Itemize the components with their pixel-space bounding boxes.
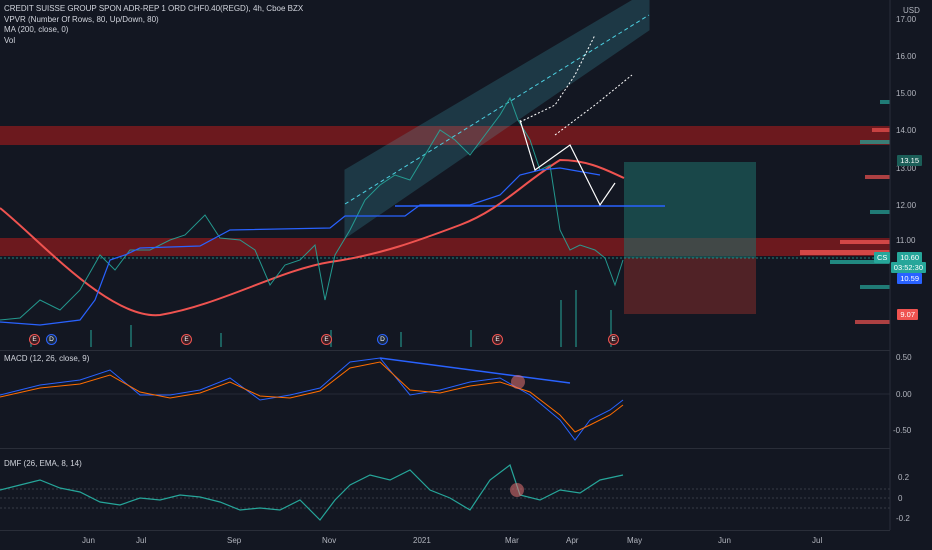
time-label: Apr <box>566 536 579 545</box>
cs-badge: CS <box>874 252 891 263</box>
pane-separator-macd[interactable] <box>0 350 890 351</box>
earnings-event-icon[interactable]: E <box>608 334 619 345</box>
current-price-tag: 10.60 <box>897 252 922 263</box>
dmf-tick: -0.2 <box>896 514 910 523</box>
earnings-event-icon[interactable]: E <box>181 334 192 345</box>
price-tick: 11.00 <box>896 236 916 245</box>
price-tick: 14.00 <box>896 126 917 135</box>
price-tick: 13.00 <box>896 164 917 173</box>
macd-line <box>0 357 624 441</box>
macd-tick: -0.50 <box>893 426 912 435</box>
dmf-highlight <box>510 483 524 497</box>
ma-legend[interactable]: MA (200, close, 0) <box>4 25 69 34</box>
earnings-event-icon[interactable]: E <box>492 334 503 345</box>
long-position-target <box>624 162 756 258</box>
time-label: Mar <box>505 536 519 545</box>
price-tick: 12.00 <box>896 201 917 210</box>
dividend-event-icon[interactable]: D <box>377 334 388 345</box>
vpvr-histogram <box>800 100 890 324</box>
price-tick: 15.00 <box>896 89 917 98</box>
time-label: Jun <box>718 536 731 545</box>
macd-legend[interactable]: MACD (12, 26, close, 9) <box>4 354 90 363</box>
time-label: Jun <box>82 536 95 545</box>
projection-path-bearish <box>519 119 616 207</box>
earnings-event-icon[interactable]: E <box>29 334 40 345</box>
stop-price-tag: 9.07 <box>897 309 918 320</box>
time-label: Sep <box>227 536 242 545</box>
macd-highlight <box>511 375 525 389</box>
macd-tick: 0.50 <box>896 353 912 362</box>
resistance-zone-upper <box>0 126 890 145</box>
upper-target-tag: 13.15 <box>897 155 922 166</box>
dmf-tick: 0 <box>898 494 903 503</box>
price-tick: 16.00 <box>896 52 917 61</box>
swing-line <box>0 167 601 326</box>
pane-separator-timeaxis <box>0 530 890 531</box>
time-label: 2021 <box>413 536 431 545</box>
long-position-stop <box>624 258 756 314</box>
ma-value-tag: 10.59 <box>897 273 922 284</box>
countdown-tag: 03:52:30 <box>890 262 926 273</box>
time-label: Jul <box>812 536 823 545</box>
earnings-event-icon[interactable]: E <box>321 334 332 345</box>
channel-midline <box>344 14 650 205</box>
price-tick: 17.00 <box>896 15 917 24</box>
macd-signal-line <box>0 361 624 433</box>
macd-tick: 0.00 <box>896 390 912 399</box>
dmf-legend[interactable]: DMF (26, EMA, 8, 14) <box>4 459 82 468</box>
symbol-title[interactable]: CREDIT SUISSE GROUP SPON ADR-REP 1 ORD C… <box>4 4 304 13</box>
dmf-line <box>0 464 624 521</box>
ma-200-line <box>0 158 625 317</box>
projection-path-bullish-2 <box>554 74 633 136</box>
vpvr-legend[interactable]: VPVR (Number Of Rows, 80, Up/Down, 80) <box>4 14 159 24</box>
dmf-tick: 0.2 <box>898 473 910 482</box>
pane-separator-dmf[interactable] <box>0 448 890 449</box>
main-legend[interactable]: CREDIT SUISSE GROUP SPON ADR-REP 1 ORD C… <box>4 4 303 46</box>
time-label: May <box>627 536 643 545</box>
vol-legend[interactable]: Vol <box>4 35 16 45</box>
macd-divergence-line <box>379 357 571 384</box>
time-label: Nov <box>322 536 337 545</box>
currency-label: USD <box>903 6 920 15</box>
price-series <box>0 96 624 321</box>
time-label: Jul <box>136 536 147 545</box>
projection-path-bullish-1 <box>519 34 596 123</box>
resistance-zone-lower <box>0 238 890 256</box>
dividend-event-icon[interactable]: D <box>46 334 57 345</box>
